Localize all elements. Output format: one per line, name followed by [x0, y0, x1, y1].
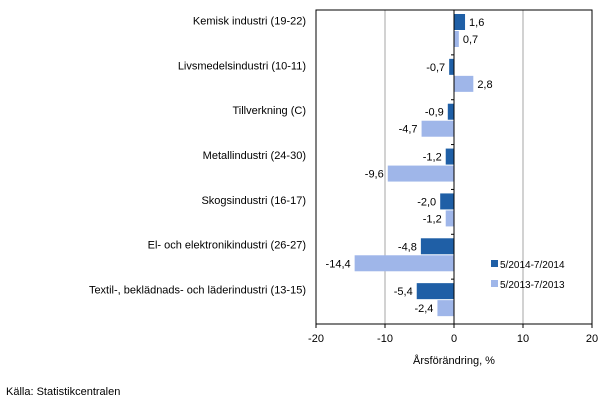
category-label: Livsmedelsindustri (10-11) — [178, 60, 306, 72]
bar-series-2013 — [445, 210, 454, 227]
legend-swatch — [491, 260, 498, 267]
data-label: -2,4 — [414, 303, 433, 315]
category-label: Metallindustri (24-30) — [203, 150, 306, 162]
bar-series-2013 — [421, 120, 454, 137]
axes — [315, 9, 593, 328]
bar-series-2013 — [354, 255, 454, 272]
x-tick-label: 20 — [586, 333, 598, 345]
category-label: El- och elektronikindustri (26-27) — [148, 240, 306, 252]
data-label: -14,4 — [326, 258, 351, 270]
legend: 5/2014-7/2014 5/2013-7/2013 — [491, 260, 565, 291]
category-labels: Kemisk industri (19-22) Livsmedelsindustr… — [89, 15, 306, 296]
bar-series-2014 — [440, 193, 454, 210]
data-label: -0,7 — [426, 62, 445, 74]
data-labels: 1,6 0,7 -0,7 2,8 -0,9 -4,7 -1,2 -9,6 -2,0 -1,2 -4,… — [326, 17, 493, 315]
bar-series-2014 — [416, 283, 454, 300]
bar-series-2013 — [454, 31, 459, 47]
x-tick-labels: -20 -10 0 10 20 — [308, 333, 598, 345]
bar-series-2014 — [454, 14, 466, 30]
data-label: -2,0 — [417, 196, 436, 208]
bar-series-2014 — [449, 58, 454, 75]
data-label: -9,6 — [365, 169, 384, 181]
category-label: Tillverkning (C) — [232, 105, 306, 117]
data-label: -4,7 — [399, 124, 418, 136]
data-label: -1,2 — [423, 152, 442, 164]
x-tick-label: 10 — [517, 333, 529, 345]
data-label: 1,6 — [469, 17, 484, 29]
bar-series-2013 — [437, 300, 454, 317]
x-tick-label: -20 — [308, 333, 324, 345]
legend-swatch — [491, 280, 498, 287]
bar-series-2013 — [454, 75, 474, 92]
category-label: Kemisk industri (19-22) — [193, 15, 306, 27]
bars — [354, 14, 474, 317]
x-tick-label: -10 — [377, 333, 393, 345]
bar-series-2014 — [445, 148, 454, 165]
bar-series-2013 — [387, 165, 454, 182]
data-label: -5,4 — [394, 286, 413, 298]
source-note: Källa: Statistikcentralen — [6, 386, 121, 398]
data-label: 0,7 — [463, 34, 478, 46]
gridlines — [384, 10, 524, 324]
bar-series-2014 — [420, 238, 454, 255]
data-label: 2,8 — [477, 79, 492, 91]
category-label: Textil-, beklädnads- och läderindustri (… — [89, 285, 306, 297]
data-label: -0,9 — [425, 107, 444, 119]
legend-label: 5/2014-7/2014 — [500, 260, 565, 271]
x-axis-title: Årsförändring, % — [413, 354, 495, 367]
x-tick-label: 0 — [451, 333, 457, 345]
bar-series-2014 — [447, 103, 454, 120]
data-label: -4,8 — [398, 241, 417, 253]
legend-label: 5/2013-7/2013 — [500, 280, 565, 291]
category-label: Skogsindustri (16-17) — [201, 195, 306, 207]
data-label: -1,2 — [423, 213, 442, 225]
